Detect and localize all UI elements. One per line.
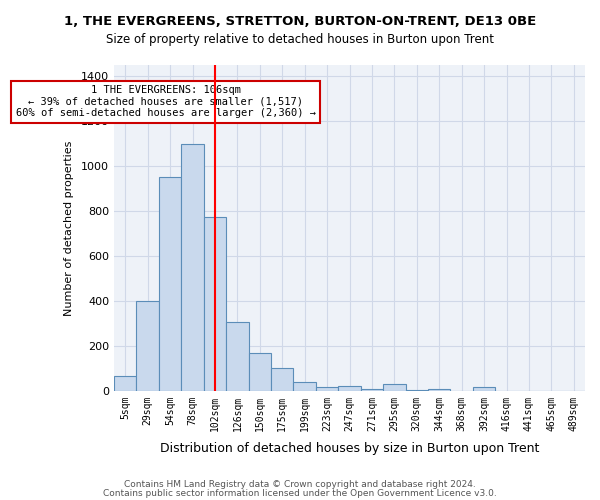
Bar xyxy=(406,390,428,391)
Text: 1 THE EVERGREENS: 106sqm
← 39% of detached houses are smaller (1,517)
60% of sem: 1 THE EVERGREENS: 106sqm ← 39% of detach… xyxy=(16,85,316,118)
Text: 1, THE EVERGREENS, STRETTON, BURTON-ON-TRENT, DE13 0BE: 1, THE EVERGREENS, STRETTON, BURTON-ON-T… xyxy=(64,15,536,28)
Text: Contains public sector information licensed under the Open Government Licence v3: Contains public sector information licen… xyxy=(103,490,497,498)
Bar xyxy=(226,322,248,391)
Text: Contains HM Land Registry data © Crown copyright and database right 2024.: Contains HM Land Registry data © Crown c… xyxy=(124,480,476,489)
Bar xyxy=(248,353,271,391)
Bar xyxy=(271,368,293,391)
Bar xyxy=(316,388,338,391)
X-axis label: Distribution of detached houses by size in Burton upon Trent: Distribution of detached houses by size … xyxy=(160,442,539,455)
Bar xyxy=(181,144,204,391)
Bar xyxy=(136,301,159,391)
Bar xyxy=(473,388,495,391)
Bar xyxy=(383,384,406,391)
Y-axis label: Number of detached properties: Number of detached properties xyxy=(64,140,74,316)
Bar xyxy=(159,178,181,391)
Bar xyxy=(361,388,383,391)
Bar xyxy=(293,382,316,391)
Bar xyxy=(428,388,451,391)
Text: Size of property relative to detached houses in Burton upon Trent: Size of property relative to detached ho… xyxy=(106,32,494,46)
Bar xyxy=(114,376,136,391)
Bar xyxy=(204,216,226,391)
Bar xyxy=(338,386,361,391)
